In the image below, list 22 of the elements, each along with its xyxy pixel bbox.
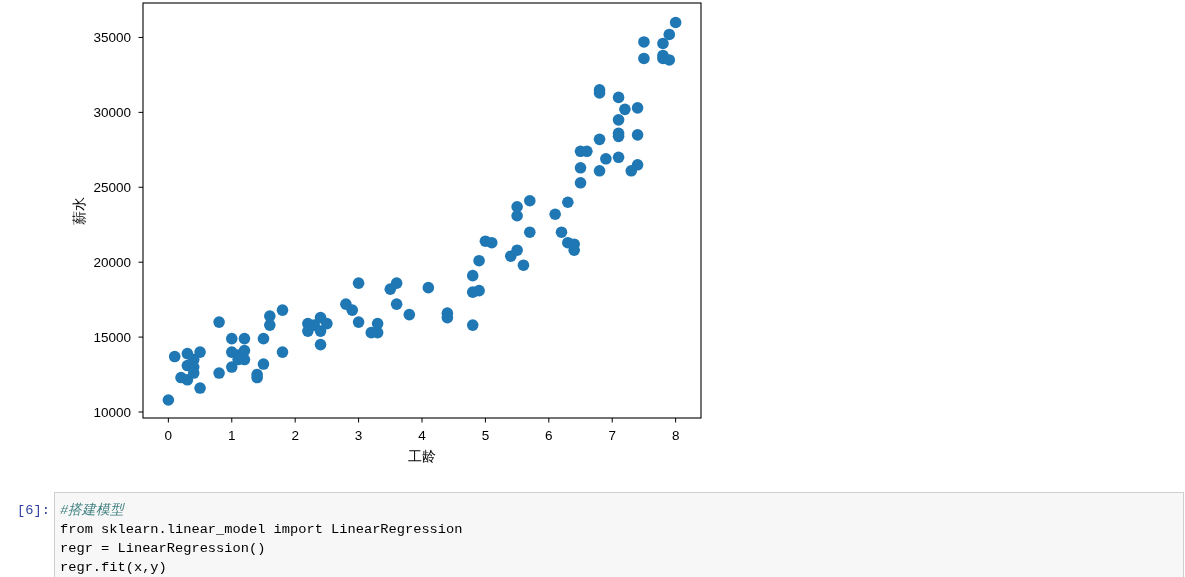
x-tick-label: 1 [228, 428, 236, 443]
y-tick-label: 20000 [93, 255, 131, 270]
y-tick-label: 25000 [93, 180, 131, 196]
x-tick-label: 3 [354, 428, 363, 443]
code-line: #搭建模型 [60, 503, 125, 518]
y-axis-title: 薪水 [71, 196, 87, 225]
y-tick-label: 30000 [93, 105, 131, 121]
code-line: regr = LinearRegression() [60, 541, 266, 556]
x-tick-label: 8 [671, 428, 680, 443]
x-tick-label: 6 [545, 428, 553, 443]
x-axis-title: 工龄 [408, 448, 436, 464]
x-tick-label: 4 [418, 428, 426, 443]
y-tick-label: 15000 [93, 329, 131, 345]
y-tick-label: 10000 [93, 404, 131, 420]
x-tick-label: 7 [608, 428, 616, 443]
cell-prompt: [6]: [17, 503, 50, 518]
code-line: regr.fit(x,y) [60, 560, 167, 575]
x-tick-label: 5 [481, 428, 490, 443]
code-line: from sklearn.linear_model import LinearRegression [60, 522, 463, 537]
x-tick-label: 0 [164, 428, 173, 443]
y-tick-label: 35000 [93, 30, 131, 46]
x-tick-label: 2 [291, 428, 299, 443]
